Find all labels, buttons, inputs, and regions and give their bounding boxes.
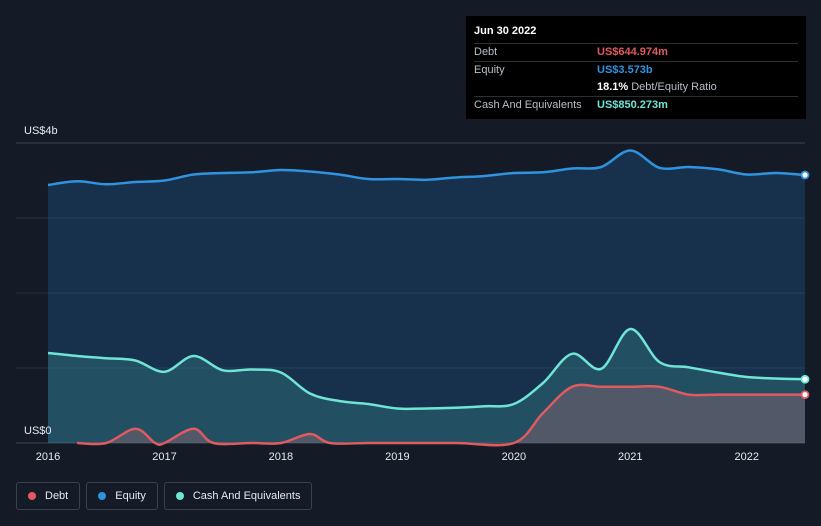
tooltip-debt-label: Debt bbox=[474, 46, 498, 58]
series-areas bbox=[48, 150, 806, 446]
series-lines bbox=[47, 149, 806, 447]
debt-area bbox=[77, 384, 806, 446]
tooltip-ratio-value: 18.1% bbox=[597, 81, 629, 93]
debt-end-marker[interactable] bbox=[800, 390, 810, 400]
y-tick-label-top: US$4b bbox=[24, 125, 58, 137]
legend-item-cash[interactable]: Cash And Equivalents bbox=[163, 482, 313, 510]
tooltip-ratio-label: Debt/Equity Ratio bbox=[631, 81, 717, 93]
cash-and-equivalents-area bbox=[48, 328, 805, 443]
tooltip-date: Jun 30 2022 bbox=[474, 25, 537, 37]
legend-item-equity[interactable]: Equity bbox=[86, 482, 158, 510]
legend-label-cash: Cash And Equivalents bbox=[192, 490, 301, 502]
x-tick-label: 2017 bbox=[152, 451, 177, 463]
tooltip-cash-label: Cash And Equivalents bbox=[474, 99, 582, 111]
legend-dot-debt bbox=[28, 492, 36, 500]
tooltip-cash-row: Cash And Equivalents US$850.273m bbox=[474, 96, 798, 114]
chart-legend: Debt Equity Cash And Equivalents bbox=[16, 482, 313, 510]
x-tick-label: 2020 bbox=[501, 451, 527, 463]
legend-label-equity: Equity bbox=[115, 490, 146, 502]
tooltip-equity-row: Equity US$3.573b bbox=[474, 61, 798, 79]
tooltip-cash-value: US$850.273m bbox=[597, 99, 668, 111]
y-tick-label-bottom: US$0 bbox=[24, 425, 52, 437]
tooltip-debt-row: Debt US$644.974m bbox=[474, 43, 798, 61]
legend-dot-cash bbox=[175, 492, 184, 500]
tooltip-debt-value: US$644.974m bbox=[597, 46, 668, 58]
legend-label-debt: Debt bbox=[45, 490, 69, 502]
debt-line bbox=[77, 383, 805, 447]
x-tick-label: 2019 bbox=[385, 451, 410, 463]
cash-and-equivalents-line bbox=[47, 327, 806, 411]
x-tick-label: 2018 bbox=[268, 451, 294, 463]
x-tick-label: 2022 bbox=[734, 451, 760, 463]
legend-dot-equity bbox=[98, 492, 107, 500]
x-tick-label: 2016 bbox=[35, 451, 61, 463]
tooltip-ratio-row: 18.1% Debt/Equity Ratio bbox=[474, 79, 798, 96]
equity-line bbox=[47, 149, 806, 187]
legend-item-debt[interactable]: Debt bbox=[16, 482, 81, 510]
end-markers bbox=[800, 170, 810, 400]
tooltip-equity-value: US$3.573b bbox=[597, 64, 653, 76]
tooltip-panel: Jun 30 2022 Debt US$644.974m Equity US$3… bbox=[466, 16, 806, 119]
equity-end-marker[interactable] bbox=[800, 170, 810, 180]
x-tick-label: 2021 bbox=[618, 451, 643, 463]
cash-and-equivalents-end-marker[interactable] bbox=[800, 374, 810, 384]
tooltip-equity-label: Equity bbox=[474, 64, 505, 76]
